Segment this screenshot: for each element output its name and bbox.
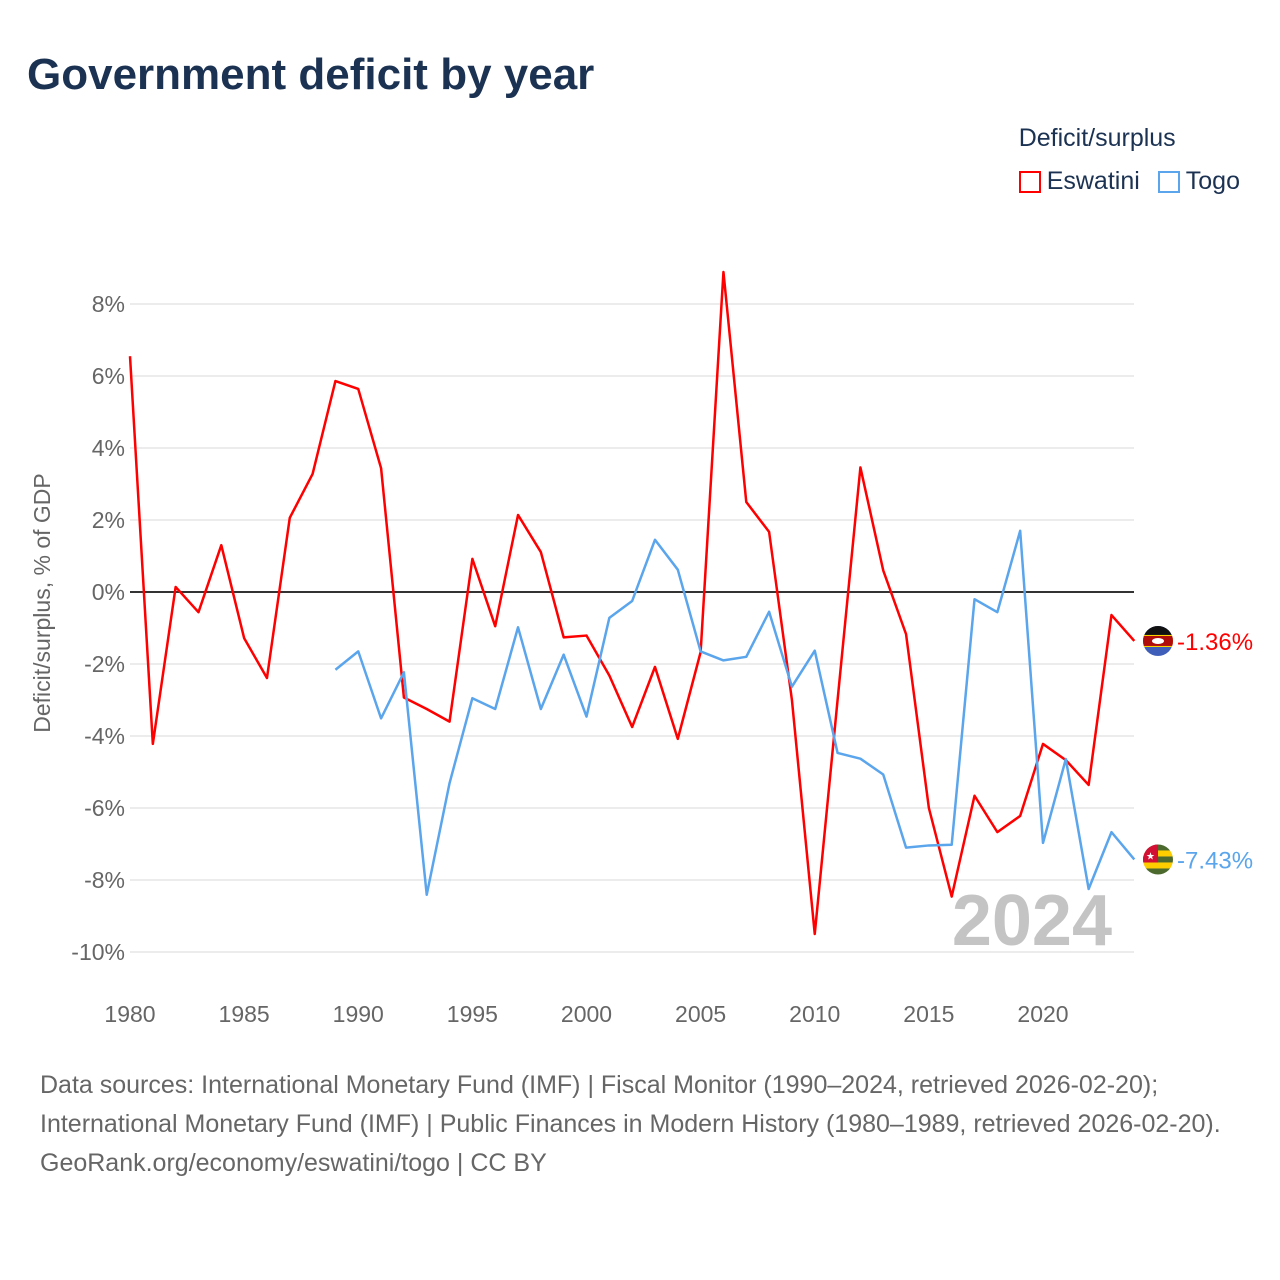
x-tick-label: 2020 [1017, 1001, 1068, 1027]
series-line-eswatini [128, 270, 1136, 936]
x-tick-label: 1980 [104, 1001, 155, 1027]
end-value-label: -1.36% [1177, 629, 1253, 656]
legend-swatch [1157, 170, 1180, 193]
x-tick-label: 1990 [333, 1001, 384, 1027]
y-tick-label: -4% [84, 723, 125, 749]
legend-label: Togo [1185, 167, 1240, 195]
x-tick-label: 2010 [789, 1001, 840, 1027]
legend-title: Deficit/surplus [1018, 124, 1176, 152]
x-tick-label: 2005 [675, 1001, 726, 1027]
x-tick-label: 2000 [561, 1001, 612, 1027]
eswatini-flag-icon [1143, 625, 1173, 656]
y-tick-label: 2% [92, 507, 125, 533]
y-tick-label: 0% [92, 579, 125, 605]
chart-title: Government deficit by year [27, 50, 595, 99]
x-tick-label: 1995 [447, 1001, 498, 1027]
end-value-label: -7.43% [1177, 847, 1253, 874]
legend-swatch [1018, 170, 1041, 193]
legend-item-togo[interactable]: Togo [1157, 167, 1240, 196]
y-tick-label: 8% [92, 291, 125, 317]
plot-area: 8% 6% 4% 2% 0% -2% -4% -6% -8% -10% Deficit/surplu… [29, 270, 1253, 1027]
svg-text:★: ★ [1146, 851, 1155, 862]
y-tick-label: -8% [84, 867, 125, 893]
data-sources: Data sources: International Monetary Fun… [40, 1071, 1221, 1138]
legend-item-eswatini[interactable]: Eswatini [1018, 167, 1140, 196]
y-tick-label: 6% [92, 363, 125, 389]
x-tick-label: 1985 [219, 1001, 270, 1027]
y-tick-label: -6% [84, 795, 125, 821]
x-tick-label: 2015 [903, 1001, 954, 1027]
credit-link[interactable]: GeoRank.org/economy/eswatini/togo | CC B… [40, 1149, 547, 1177]
y-tick-label: -10% [71, 939, 125, 965]
togo-flag-icon: ★ [1143, 844, 1173, 875]
y-tick-label: -2% [84, 651, 125, 677]
year-watermark: 2024 [952, 881, 1112, 961]
legend-label: Eswatini [1046, 167, 1140, 195]
y-axis-label: Deficit/surplus, % of GDP [29, 473, 55, 732]
footer: Data sources: International Monetary Fun… [40, 1066, 1240, 1183]
series-line-togo [334, 529, 1136, 897]
legend: Deficit/surplus Eswatini Togo [1018, 124, 1240, 196]
y-tick-label: 4% [92, 435, 125, 461]
